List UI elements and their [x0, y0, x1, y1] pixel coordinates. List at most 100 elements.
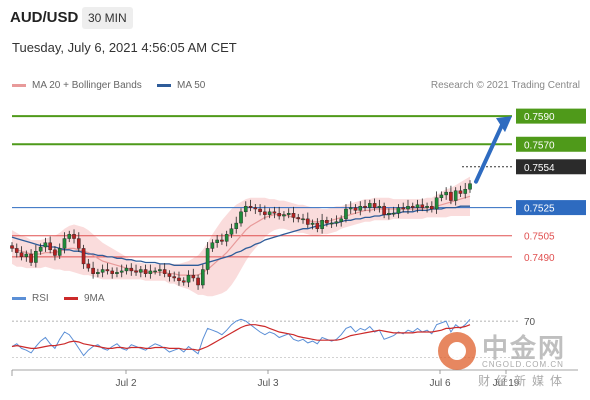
- candle-body: [358, 205, 363, 211]
- candle-body: [34, 251, 38, 263]
- x-tick-label-jul-3: Jul 3: [257, 378, 279, 389]
- report-datetime: Tuesday, July 6, 2021 4:56:05 AM CET: [12, 40, 237, 55]
- candle-body: [53, 249, 57, 256]
- candle-body: [396, 207, 401, 214]
- candle-body: [115, 272, 119, 274]
- candle-body: [29, 253, 33, 263]
- trend-arrow-shaft: [474, 123, 504, 184]
- candle-body: [329, 222, 334, 225]
- candle-body: [320, 220, 324, 229]
- candle-body: [291, 213, 296, 218]
- candle-body: [14, 248, 19, 253]
- candle-body: [277, 213, 281, 217]
- candle-body: [201, 269, 205, 286]
- candle-body: [301, 218, 305, 221]
- candle-body: [310, 222, 315, 225]
- candle-body: [19, 252, 24, 258]
- candle-body: [243, 205, 248, 213]
- legend-ma50: MA 50: [157, 80, 205, 91]
- candle-body: [177, 277, 181, 281]
- candle-body: [172, 276, 177, 279]
- candle-body: [119, 270, 124, 273]
- rsi-label: RSI: [32, 293, 49, 304]
- level-label-0.7554: 0.7554: [524, 163, 555, 174]
- legend-ma20: MA 20 + Bollinger Bands: [12, 80, 142, 91]
- candle-body: [129, 267, 134, 272]
- symbol-title: AUD/USD: [10, 9, 79, 26]
- candle-body: [296, 217, 301, 220]
- ma20-swatch: [12, 84, 26, 87]
- candle-body: [220, 239, 224, 242]
- candle-body: [315, 222, 320, 229]
- candle-body: [62, 238, 67, 249]
- candle-body: [162, 269, 167, 274]
- candle-body: [110, 270, 114, 274]
- candle-body: [453, 190, 458, 201]
- candle-body: [100, 269, 105, 273]
- x-tick-label-jul-2: Jul 2: [115, 378, 137, 389]
- candle-body: [334, 221, 339, 224]
- candle-body: [96, 272, 100, 274]
- candle-body: [425, 205, 429, 208]
- candle-body: [434, 197, 439, 210]
- candle-body: [191, 274, 196, 279]
- candle-body: [387, 213, 391, 215]
- candle-body: [382, 205, 386, 215]
- candle-body: [272, 211, 277, 214]
- candle-body: [368, 203, 372, 208]
- candle-body: [401, 207, 406, 210]
- candle-body: [415, 204, 420, 208]
- candle-body: [391, 213, 396, 215]
- x-tick-label-jul-6: Jul 6: [429, 378, 451, 389]
- candle-body: [267, 211, 272, 215]
- candle-body: [229, 228, 234, 235]
- level-label-0.7525: 0.7525: [524, 204, 555, 215]
- candle-body: [153, 270, 157, 273]
- level-labels: 0.7590 0.7570 0.7554 0.7525 0.7505 0.7490: [516, 108, 586, 264]
- candle-body: [91, 267, 95, 274]
- legend-rsi: RSI: [12, 293, 49, 304]
- timeframe-badge[interactable]: 30 MIN: [82, 7, 133, 29]
- ma20-label: MA 20 + Bollinger Bands: [32, 80, 142, 91]
- level-label-0.7590: 0.7590: [524, 112, 555, 123]
- candle-body: [253, 207, 258, 210]
- rsi-swatch: [12, 297, 26, 300]
- rsi-level-label: 70: [524, 317, 536, 328]
- candle-body: [439, 194, 444, 198]
- trend-arrow-head: [496, 116, 512, 133]
- candle-body: [325, 220, 329, 224]
- candle-body: [339, 218, 343, 222]
- candle-body: [263, 211, 267, 215]
- rsi-ma-swatch: [64, 297, 78, 300]
- level-label-0.7490: 0.7490: [524, 253, 555, 264]
- candle-body: [67, 234, 72, 239]
- candle-body: [463, 189, 468, 194]
- candle-body: [24, 253, 29, 258]
- candle-body: [76, 238, 81, 249]
- ma50-swatch: [157, 84, 171, 87]
- candle-body: [444, 191, 448, 196]
- x-axis: Jul 2 Jul 3 Jul 6 Jul 19: [11, 369, 578, 389]
- candlesticks: [10, 180, 472, 290]
- candle-body: [430, 205, 434, 210]
- level-label-box-0.7554: [516, 159, 586, 175]
- candle-body: [186, 274, 191, 283]
- candle-body: [48, 242, 52, 251]
- candle-body: [167, 273, 172, 277]
- candle-body: [196, 277, 200, 286]
- rsi-ma-label: 9MA: [84, 293, 105, 304]
- candle-body: [143, 269, 148, 274]
- candle-body: [353, 207, 358, 211]
- level-label-box-0.7570: [516, 136, 586, 152]
- candle-body: [205, 248, 210, 270]
- candle-body: [305, 218, 310, 225]
- rsi-line: [11, 318, 471, 357]
- level-label-0.7505: 0.7505: [524, 232, 555, 243]
- level-label-0.7570: 0.7570: [524, 140, 555, 151]
- candle-body: [420, 204, 425, 208]
- candle-body: [224, 234, 229, 242]
- candle-body: [458, 190, 463, 194]
- candle-body: [377, 205, 382, 208]
- candle-body: [282, 214, 286, 217]
- candle-body: [215, 239, 219, 243]
